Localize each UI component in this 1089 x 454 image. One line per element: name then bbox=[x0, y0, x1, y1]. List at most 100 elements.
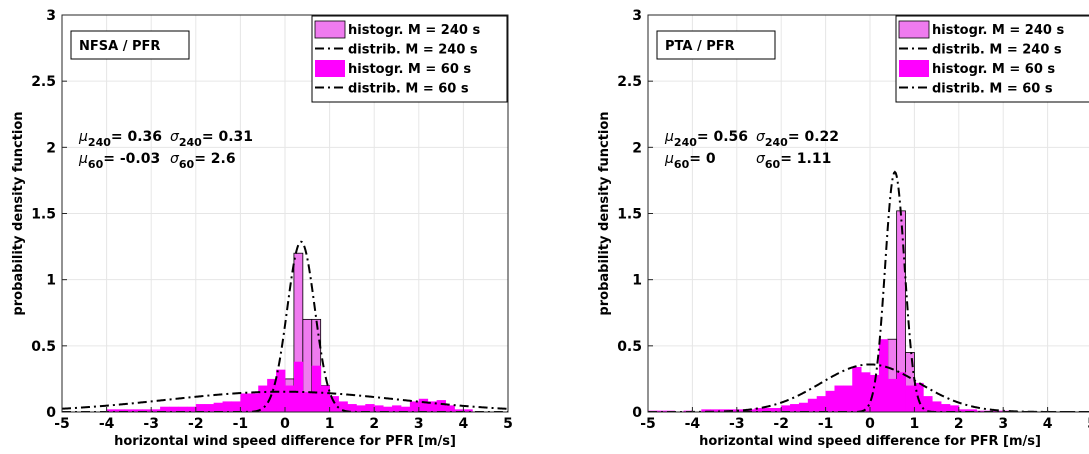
stats-annotation: μ240= 0.36 σ240= 0.31 μ60= -0.03 σ60= 2.6 bbox=[78, 129, 253, 171]
y-tick-label: 0.5 bbox=[617, 339, 642, 355]
hist60-bar bbox=[878, 339, 889, 412]
hist60-bar bbox=[745, 409, 755, 412]
hist60-bar bbox=[807, 398, 818, 412]
y-tick-label: 2.5 bbox=[31, 74, 56, 90]
hist60-bar bbox=[798, 402, 809, 412]
panel-label-box bbox=[656, 30, 776, 60]
legend-entry: histogr. M = 60 s bbox=[348, 62, 471, 77]
hist60-bar bbox=[365, 404, 375, 412]
stat-mu: μ240= 0.36 bbox=[78, 129, 162, 149]
legend-entry: distrib. M = 240 s bbox=[348, 43, 478, 58]
x-tick-label: 5 bbox=[503, 416, 513, 432]
hist60-bar bbox=[781, 405, 791, 412]
y-tick-label: 1 bbox=[632, 273, 642, 289]
x-axis-label: horizontal wind speed difference for PFR… bbox=[114, 434, 456, 449]
hist60-bar bbox=[923, 396, 933, 412]
hist60-bar bbox=[374, 405, 384, 412]
x-tick-label: 2 bbox=[369, 416, 379, 432]
legend-swatch bbox=[899, 60, 929, 77]
y-tick-label: 3 bbox=[632, 8, 642, 24]
hist60-bar bbox=[790, 404, 800, 412]
y-axis-label: probability density function bbox=[597, 111, 612, 315]
hist60-bar bbox=[338, 401, 348, 412]
legend-entry: histogr. M = 240 s bbox=[348, 23, 480, 38]
legend-entry: distrib. M = 60 s bbox=[932, 82, 1053, 97]
hist60-bar bbox=[976, 410, 986, 412]
panel-2: -5 -4 -3 -2 -1 0 1 2 3 4 5 0 0.5 1 1.5 2 2.5 3 horizontal … bbox=[597, 8, 1089, 449]
panel-label: PTA / PFR bbox=[656, 30, 776, 60]
hist60-bar bbox=[736, 409, 747, 412]
hist60-bar bbox=[258, 385, 268, 412]
hist60-bar bbox=[356, 405, 366, 412]
hist60-bar bbox=[124, 409, 134, 412]
stat-mu: μ60= 0 bbox=[664, 151, 716, 171]
hist60-bar bbox=[231, 401, 241, 412]
hist60-bar bbox=[825, 390, 835, 412]
hist60-bar bbox=[392, 405, 402, 412]
x-tick-label: -4 bbox=[99, 416, 115, 432]
x-tick-label: -5 bbox=[54, 416, 70, 432]
stat-sigma: σ240= 0.31 bbox=[170, 129, 253, 149]
x-tick-label: 3 bbox=[998, 416, 1008, 432]
hist60-bar bbox=[169, 406, 179, 412]
x-tick-label: 2 bbox=[954, 416, 964, 432]
y-tick-label: 1 bbox=[46, 273, 56, 289]
y-axis-label: probability density function bbox=[11, 111, 26, 315]
hist60-bar bbox=[177, 406, 188, 412]
legend-swatch bbox=[315, 60, 345, 77]
hist60-bar bbox=[249, 393, 259, 412]
y-tick-label: 1.5 bbox=[31, 207, 56, 223]
hist60-bar bbox=[834, 385, 844, 412]
x-axis-label: horizontal wind speed difference for PFR… bbox=[699, 434, 1041, 449]
panel-label-box bbox=[70, 30, 190, 60]
hist60-bar bbox=[142, 409, 152, 412]
hist60-bar bbox=[151, 409, 161, 412]
hist60-bar bbox=[347, 404, 357, 412]
hist60-bar bbox=[463, 409, 473, 412]
hist60-bar bbox=[905, 385, 915, 412]
hist60-bar bbox=[445, 405, 455, 412]
legend-box bbox=[311, 15, 508, 103]
distrib60-curve bbox=[62, 390, 508, 410]
x-tick-label: -3 bbox=[729, 416, 745, 432]
x-tick-label: 1 bbox=[325, 416, 335, 432]
x-tick-label: -2 bbox=[188, 416, 204, 432]
hist60-bar bbox=[454, 409, 464, 412]
hist60-bar bbox=[914, 382, 924, 412]
y-tick-label: 0.5 bbox=[31, 339, 56, 355]
hist60-bar bbox=[311, 365, 322, 412]
x-tick-label: -4 bbox=[685, 416, 701, 432]
hist60-bar bbox=[418, 398, 429, 412]
hist60-bar bbox=[160, 406, 170, 412]
x-tick-label: 0 bbox=[280, 416, 290, 432]
hist60-bar bbox=[383, 406, 393, 412]
hist60-bar bbox=[958, 409, 969, 412]
x-tick-label: 0 bbox=[865, 416, 875, 432]
hist60-bar bbox=[106, 409, 116, 412]
legend-swatch bbox=[314, 20, 346, 39]
hist60-bar bbox=[276, 369, 286, 412]
x-tick-label: -1 bbox=[233, 416, 249, 432]
x-tick-label: 5 bbox=[1087, 416, 1089, 432]
legend: histogr. M = 240 s distrib. M = 240 s hist… bbox=[311, 15, 508, 103]
hist60-bar bbox=[195, 404, 206, 412]
hist60-bar bbox=[293, 361, 304, 412]
hist60-bar bbox=[710, 409, 720, 412]
hist60-bar bbox=[436, 400, 446, 412]
y-tick-label: 2 bbox=[46, 140, 56, 156]
legend-entry: histogr. M = 240 s bbox=[932, 23, 1064, 38]
hist60-bar bbox=[115, 409, 125, 412]
panel-label-text: PTA / PFR bbox=[665, 39, 735, 54]
x-tick-label: -1 bbox=[818, 416, 834, 432]
hist60-bar bbox=[949, 405, 960, 412]
hist60-bar bbox=[861, 372, 871, 412]
y-tick-label: 3 bbox=[46, 8, 56, 24]
hist60-bar bbox=[285, 385, 295, 412]
stat-sigma: σ60= 2.6 bbox=[170, 151, 236, 171]
y-tick-label: 0 bbox=[46, 405, 56, 421]
hist60-bar bbox=[941, 404, 951, 412]
legend-entry: distrib. M = 60 s bbox=[348, 82, 469, 97]
hist60-bar bbox=[896, 372, 906, 412]
y-tick-label: 1.5 bbox=[617, 207, 642, 223]
